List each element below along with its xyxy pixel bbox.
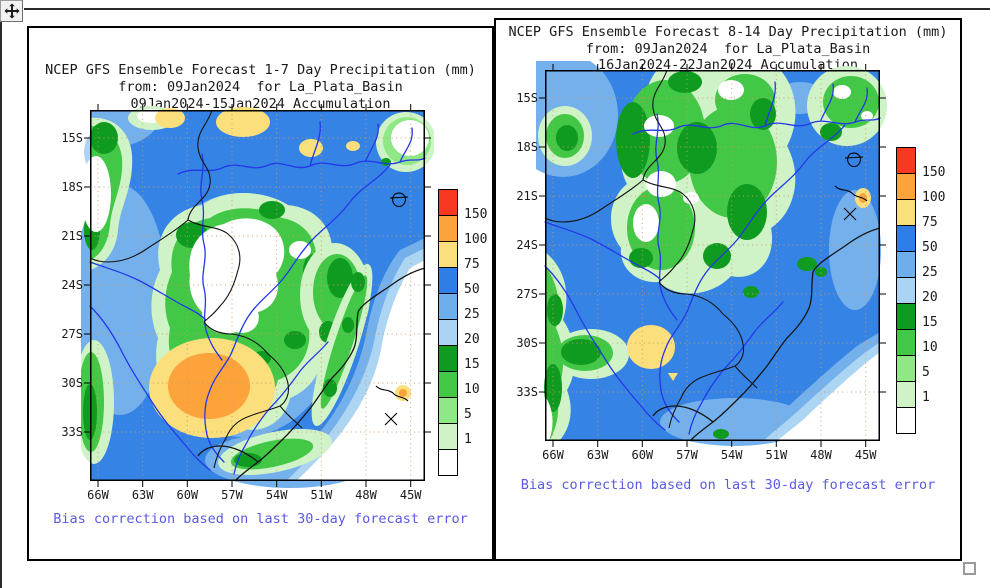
legend-color-cell	[896, 199, 916, 226]
legend-label: 20	[922, 290, 938, 305]
y-axis-label: 18S	[61, 180, 83, 194]
title-line: NCEP GFS Ensemble Forecast 1-7 Day Preci…	[45, 62, 476, 78]
legend-color-cell	[438, 241, 458, 268]
legend-label: 50	[922, 240, 938, 255]
legend-color-cell	[438, 293, 458, 320]
y-axis-label: 27S	[61, 327, 83, 341]
title-line: from: 09Jan2024 for La_Plata_Basin	[118, 79, 403, 95]
legend-color-cell	[896, 381, 916, 408]
x-axis-label: 63W	[586, 448, 609, 462]
y-axis-label: 15S	[516, 91, 538, 105]
x-axis-label: 45W	[399, 488, 422, 502]
forecast-panel-day8-14: NCEP GFS Ensemble Forecast 8-14 Day Prec…	[494, 18, 962, 561]
legend-color-cell	[896, 355, 916, 382]
legend-color-cell	[438, 267, 458, 294]
x-axis-label: 57W	[676, 448, 698, 462]
y-axis-label: 21S	[516, 189, 538, 203]
y-axis-label: 18S	[516, 140, 538, 154]
forecast-panel-day1-7: NCEP GFS Ensemble Forecast 1-7 Day Preci…	[27, 26, 494, 561]
legend-label: 100	[464, 232, 488, 247]
x-axis-label: 66W	[87, 488, 109, 502]
legend-label: 15	[464, 357, 480, 372]
x-axis-label: 45W	[854, 448, 877, 462]
title-line: from: 09Jan2024 for La_Plata_Basin	[585, 40, 871, 57]
legend-color-cell	[896, 277, 916, 304]
legend-color-cell	[438, 449, 458, 476]
bias-correction-caption: Bias correction based on last 30-day for…	[520, 477, 936, 493]
legend-label: 1	[922, 390, 930, 405]
legend-color-cell	[438, 397, 458, 424]
legend-color-cell	[438, 345, 458, 372]
x-axis-label: 48W	[810, 448, 832, 462]
y-axis-label: 30S	[61, 376, 83, 390]
x-axis-label: 51W	[310, 488, 333, 502]
x-axis-label: 54W	[265, 488, 288, 502]
legend-label: 1	[464, 432, 472, 447]
y-axis-label: 21S	[61, 229, 83, 243]
legend-color-cell	[438, 215, 458, 242]
legend-color-bar	[896, 147, 916, 434]
x-axis-label: 60W	[631, 448, 654, 462]
move-arrows-icon	[4, 3, 19, 19]
legend-color-cell	[438, 319, 458, 346]
precipitation-field	[81, 106, 434, 488]
legend-color-cell	[896, 407, 916, 434]
legend-color-cell	[438, 371, 458, 398]
legend-label: 5	[922, 365, 930, 380]
legend-color-cell	[896, 225, 916, 252]
legend-label: 15	[922, 315, 938, 330]
move-handle-button[interactable]	[0, 0, 23, 22]
title-line: NCEP GFS Ensemble Forecast 8-14 Day Prec…	[508, 24, 948, 40]
legend-label: 50	[464, 282, 480, 297]
legend-label: 25	[922, 265, 938, 280]
y-axis-label: 33S	[516, 385, 538, 399]
legend-color-cell	[896, 147, 916, 174]
y-axis-label: 15S	[61, 131, 83, 145]
precipitation-map-day8-14: 66W 63W 60W 57W 54W 51W 48W 45W 15S 18S 21S 24S 27S…	[516, 61, 945, 462]
y-axis-label: 24S	[61, 278, 83, 292]
lake-outline-marks	[375, 192, 409, 426]
x-axis-label: 66W	[542, 448, 564, 462]
legend-label: 150	[464, 207, 488, 222]
y-axis-label: 33S	[61, 425, 83, 439]
legend-color-cell	[896, 251, 916, 278]
y-axis-label: 24S	[516, 238, 538, 252]
panel-title: NCEP GFS Ensemble Forecast 1-7 Day Preci…	[29, 62, 492, 113]
legend-label: 5	[464, 407, 472, 422]
map-image	[81, 103, 434, 488]
legend-label: 75	[464, 257, 480, 272]
precipitation-map-day1-7: 66W 63W 60W 57W 54W 51W 48W 45W 15S 18S 21S 24S 27S…	[61, 103, 487, 502]
x-axis-label: 57W	[221, 488, 243, 502]
lake-outline-marks	[834, 152, 868, 221]
legend-label: 150	[922, 165, 946, 180]
panel-title: NCEP GFS Ensemble Forecast 8-14 Day Prec…	[496, 24, 960, 74]
x-axis-label: 54W	[720, 448, 743, 462]
legend-label: 10	[464, 382, 480, 397]
legend-label: 75	[922, 215, 938, 230]
legend-color-cell	[896, 329, 916, 356]
y-axis-label: 27S	[516, 287, 538, 301]
resize-handle[interactable]	[963, 562, 976, 575]
x-axis-label: 51W	[765, 448, 788, 462]
legend-color-cell	[438, 189, 458, 216]
legend-color-cell	[896, 303, 916, 330]
x-axis-label: 60W	[176, 488, 199, 502]
legend-label: 20	[464, 332, 480, 347]
window-top-border	[24, 8, 990, 10]
legend-label: 100	[922, 190, 946, 205]
bias-correction-caption: Bias correction based on last 30-day for…	[53, 511, 468, 527]
y-axis-label: 30S	[516, 336, 538, 350]
map-image	[536, 61, 887, 448]
window-left-border	[0, 8, 2, 588]
x-axis-label: 48W	[355, 488, 377, 502]
legend-label: 25	[464, 307, 480, 322]
legend-color-cell	[438, 423, 458, 450]
legend-color-bar	[438, 189, 458, 476]
legend-label: 10	[922, 340, 938, 355]
legend-color-cell	[896, 173, 916, 200]
x-axis-label: 63W	[131, 488, 154, 502]
